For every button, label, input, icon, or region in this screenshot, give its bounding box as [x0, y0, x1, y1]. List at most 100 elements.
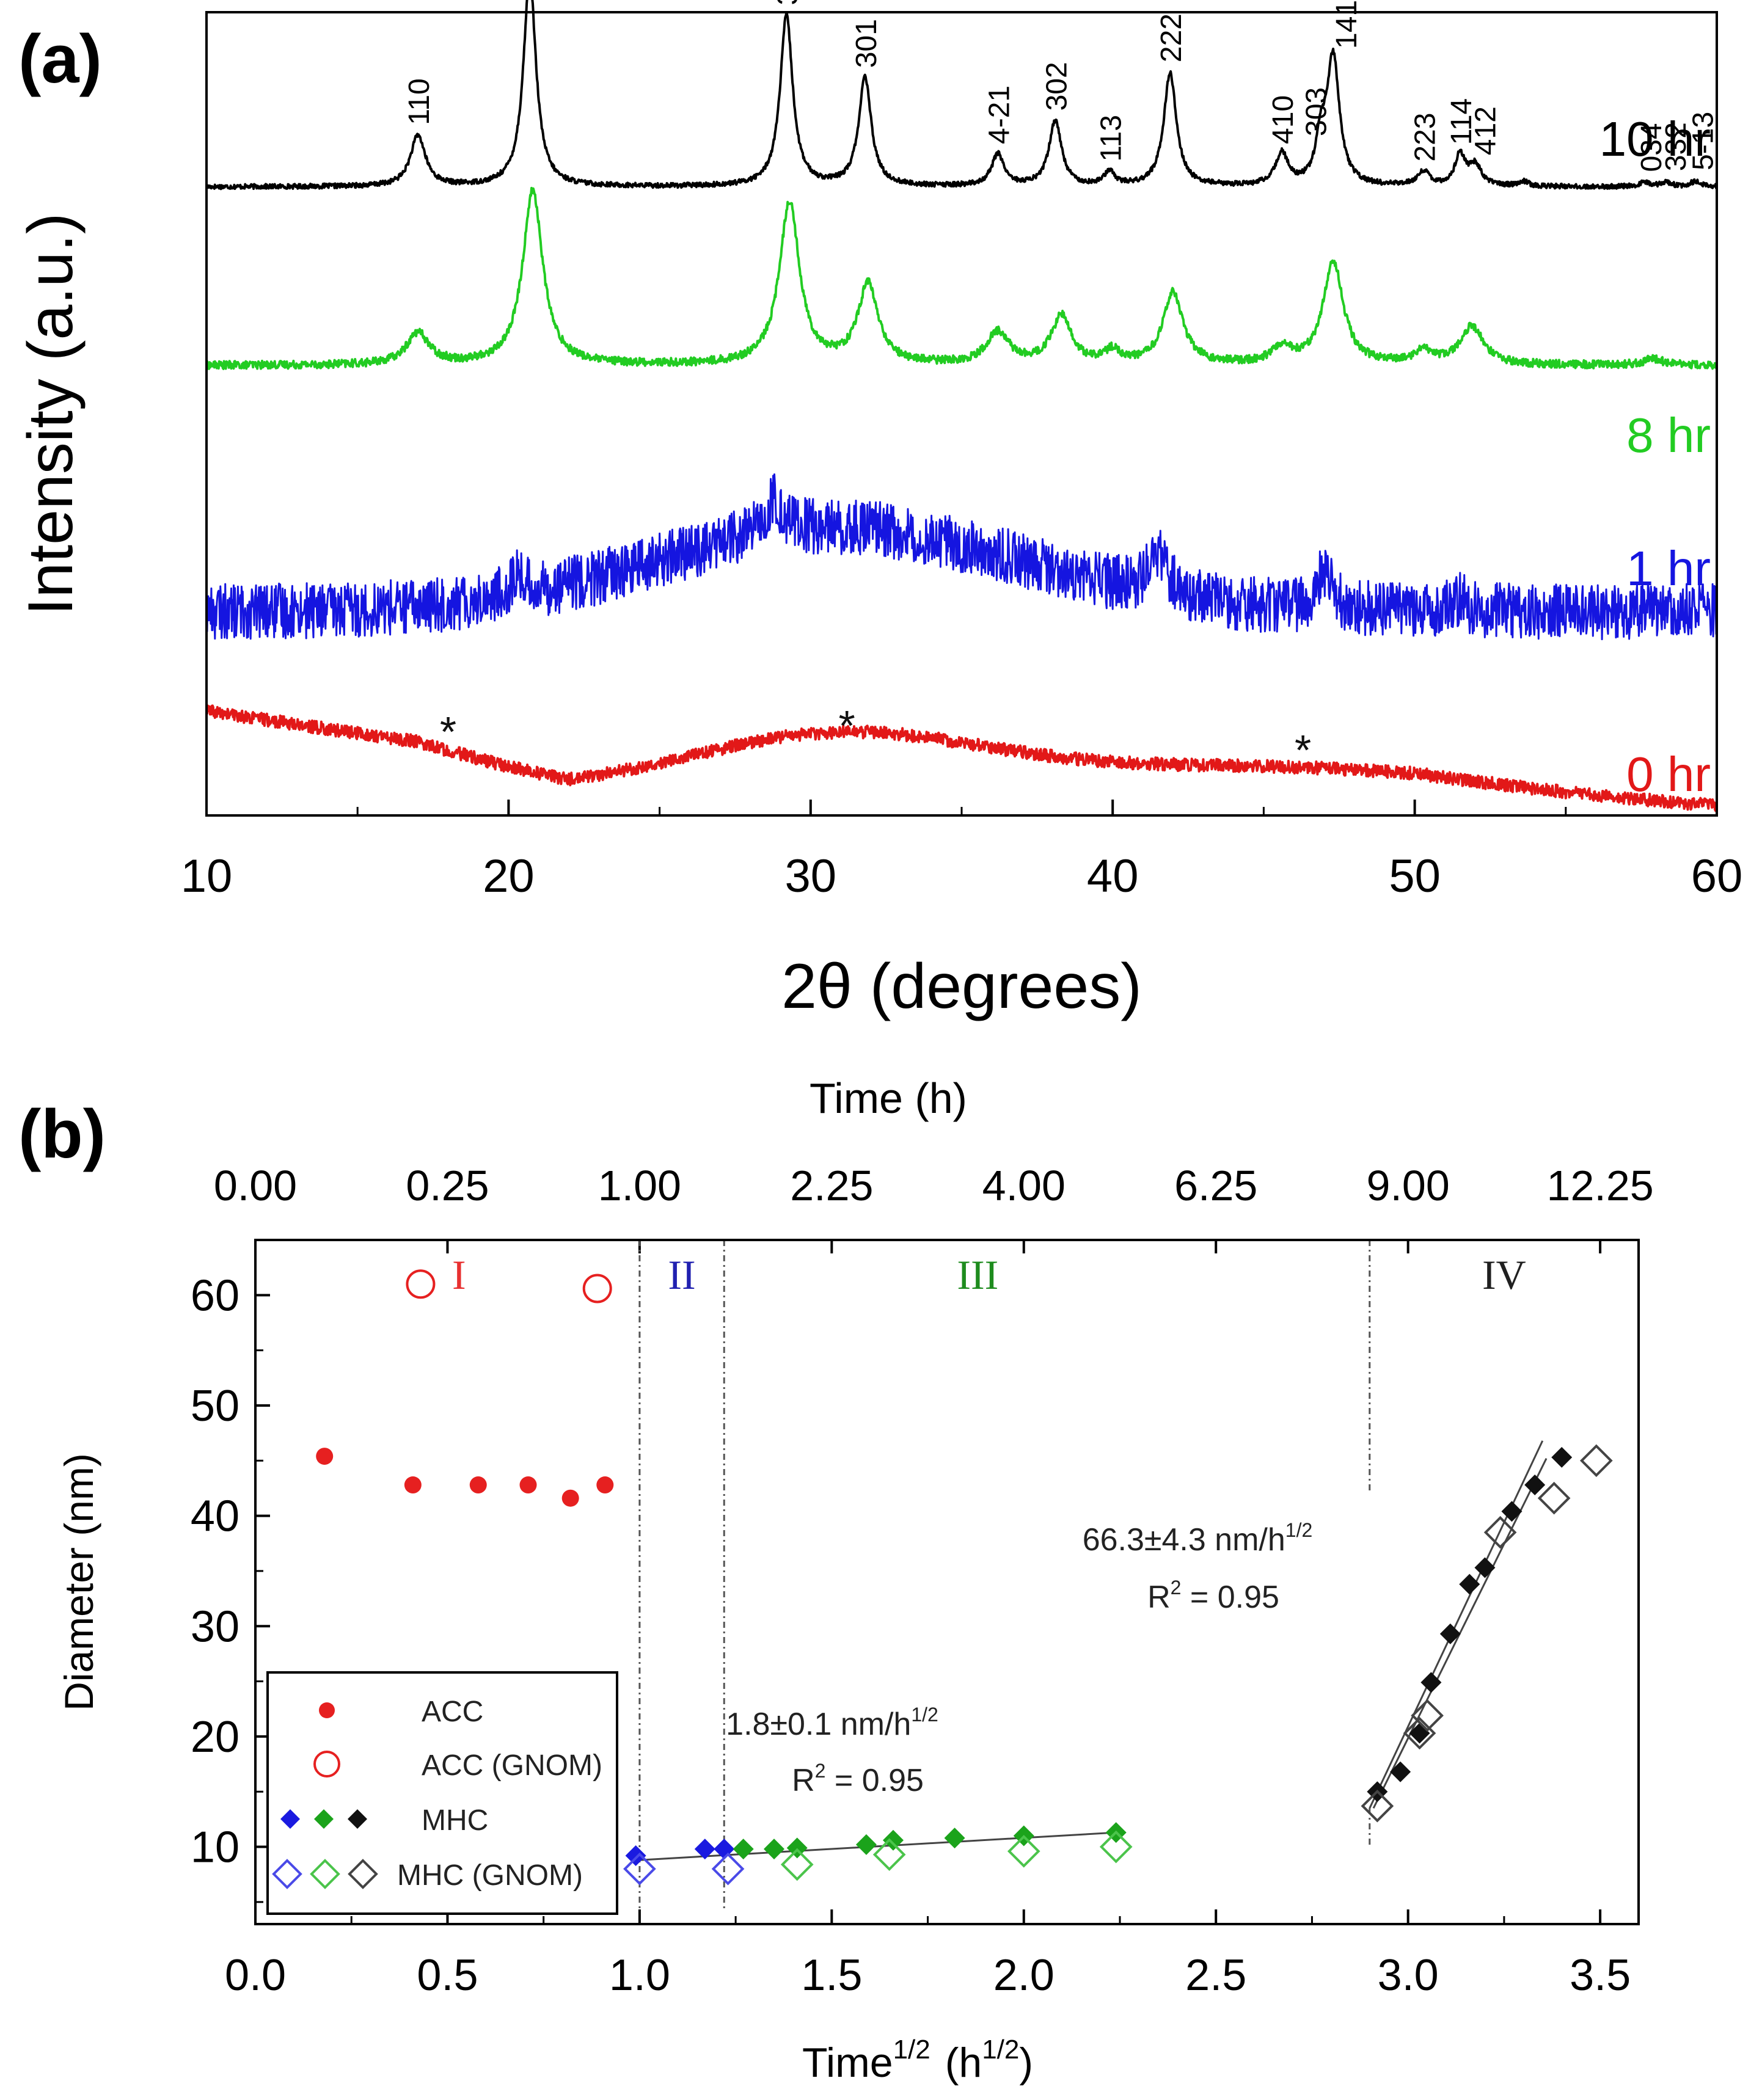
peak-label-410: 410	[1267, 95, 1300, 144]
fit-annotation-fast: 66.3±4.3 nm/h1/2 R2 = 0.95	[1083, 1519, 1313, 1615]
region-label-II: II	[668, 1252, 695, 1298]
amorphous-hump-star: *	[440, 708, 456, 756]
mhc-point	[1459, 1573, 1480, 1595]
xrd-trace-10hr	[205, 0, 1718, 191]
acc-point	[519, 1476, 537, 1494]
legend-mhc-gnom-label: MHC (GNOM)	[397, 1859, 583, 1892]
mhc-gnom-point	[1483, 1515, 1517, 1549]
panel-a-label: (a)	[18, 21, 102, 97]
peak-label-141: 141	[1331, 0, 1363, 49]
acc-point	[596, 1476, 614, 1494]
xrd-trace-8hr	[205, 186, 1718, 370]
mhc-point	[1524, 1475, 1546, 1496]
xrd-series-group: 10 hr 8 hr 1 hr 0 hr	[205, 0, 1718, 812]
peak-label-332: 332	[1660, 122, 1692, 171]
top-axis-tick-label: 12.25	[1547, 1162, 1654, 1209]
acc-gnom-point	[582, 1274, 612, 1303]
x-tick-label: 1.5	[801, 1951, 862, 2000]
mhc-point	[694, 1839, 715, 1860]
panel-b-y-axis-title: Diameter (nm)	[56, 1453, 101, 1711]
peak-label-4-21: 4-21	[983, 86, 1015, 144]
legend-mhc-blue-marker	[280, 1809, 300, 1829]
peak-label-113: 113	[1095, 115, 1127, 162]
region-label-I: I	[452, 1252, 466, 1298]
peak-label-301: 301	[850, 19, 883, 68]
y-tick-label: 30	[191, 1602, 239, 1651]
legend-acc-label: ACC	[422, 1696, 483, 1728]
mhc-point	[855, 1834, 877, 1855]
panel-a-x-axis: 10 20 30 40 50 60	[181, 800, 1742, 902]
acc-point	[316, 1448, 334, 1465]
panel-a: (a) 10 hr8 hr1 hr0 hr 1101113003014-2130…	[15, 0, 1742, 1022]
panel-a-y-axis-title: Intensity (a.u.)	[15, 213, 86, 616]
panel-b-x-axis-title: Time1/2 (h1/2)	[802, 2035, 1033, 2086]
acc-point	[404, 1476, 422, 1494]
legend-mhc-gnom-black-marker	[348, 1859, 378, 1889]
mhc-point	[1474, 1557, 1496, 1578]
acc-point	[561, 1489, 579, 1507]
peak-label-034: 034	[1636, 123, 1668, 172]
x-tick-label: 3.5	[1570, 1951, 1631, 2000]
mhc-gnom-point	[780, 1848, 814, 1881]
mhc-gnom-point	[1361, 1789, 1394, 1823]
mhc-gnom-point	[1537, 1481, 1571, 1515]
peak-label-5-13: 5-13	[1687, 112, 1719, 170]
mhc-gnom-point	[711, 1852, 745, 1886]
legend-mhc-gnom-green-marker	[310, 1859, 340, 1889]
legend-acc-gnom-label: ACC (GNOM)	[422, 1749, 602, 1782]
panel-b-x-axis: 0.0 0.5 1.0 1.5 2.0 2.5 3.0 3.5	[225, 1909, 1631, 2000]
legend-mhc-green-marker	[314, 1809, 334, 1829]
top-axis-tick-label: 9.00	[1367, 1162, 1450, 1209]
mhc-point	[1439, 1623, 1461, 1644]
legend-acc-gnom-marker	[313, 1751, 340, 1777]
legend-mhc-black-marker	[348, 1809, 367, 1829]
trace-label-0hr: 0 hr	[1626, 747, 1711, 801]
x-tick-label: 20	[483, 850, 535, 902]
fit-line	[1369, 1440, 1544, 1809]
x-tick-label: 0.0	[225, 1951, 286, 2000]
mhc-gnom-point	[872, 1838, 906, 1872]
peak-label-223: 223	[1409, 113, 1441, 162]
mhc-point	[1551, 1446, 1573, 1468]
region-label-IV: IV	[1482, 1252, 1526, 1298]
mhc-point	[882, 1829, 904, 1851]
mhc-gnom-point	[1411, 1699, 1444, 1732]
mhc-point	[944, 1828, 965, 1849]
y-tick-label: 60	[191, 1271, 239, 1320]
amorphous-hump-star: *	[839, 702, 855, 749]
top-axis-tick-label: 0.00	[214, 1162, 297, 1209]
slow-rate-label: 1.8±0.1 nm/h1/2	[726, 1704, 938, 1742]
x-tick-label: 2.0	[993, 1951, 1055, 2000]
peak-label-114: 114	[1446, 98, 1478, 145]
slow-r2-label: R2 = 0.95	[792, 1760, 924, 1798]
fit-line	[639, 1831, 1116, 1861]
panel-a-x-axis-title: 2θ (degrees)	[781, 951, 1142, 1022]
peak-label-300: 300	[772, 0, 804, 5]
peak-annotations: 1101113003014-21302113222410303141223114…	[403, 0, 1719, 774]
xrd-trace-0hr	[205, 704, 1717, 812]
legend-acc-marker	[319, 1702, 335, 1718]
y-tick-label: 50	[191, 1382, 239, 1431]
legend: ACC ACC (GNOM) MHC MHC (GNOM)	[266, 1671, 618, 1915]
trace-label-8hr: 8 hr	[1626, 408, 1711, 462]
fast-r2-label: R2 = 0.95	[1147, 1577, 1279, 1615]
x-tick-label: 10	[181, 850, 233, 902]
panel-b-plot-frame	[254, 1239, 1640, 1925]
peak-label-412: 412	[1469, 106, 1502, 155]
growth-regions: I II III IV	[452, 1240, 1526, 1912]
region-label-III: III	[957, 1252, 998, 1298]
y-tick-label: 10	[191, 1823, 239, 1872]
top-axis-tick-label: 1.00	[598, 1162, 681, 1209]
mhc-point	[1390, 1761, 1411, 1782]
fast-rate-label: 66.3±4.3 nm/h1/2	[1083, 1519, 1313, 1558]
panel-b: (b) Time (h) 0.00 0.25 1.00 2.25 4.00 6.25 9.0…	[18, 1074, 1654, 2086]
fit-lines	[639, 1440, 1548, 1861]
x-tick-label: 50	[1389, 850, 1441, 902]
acc-point	[469, 1476, 487, 1494]
panel-b-label: (b)	[18, 1096, 106, 1172]
mhc-point	[786, 1837, 808, 1859]
mhc-point	[1501, 1501, 1523, 1522]
x-tick-label: 40	[1087, 850, 1139, 902]
diameter-points	[316, 1269, 1613, 1886]
